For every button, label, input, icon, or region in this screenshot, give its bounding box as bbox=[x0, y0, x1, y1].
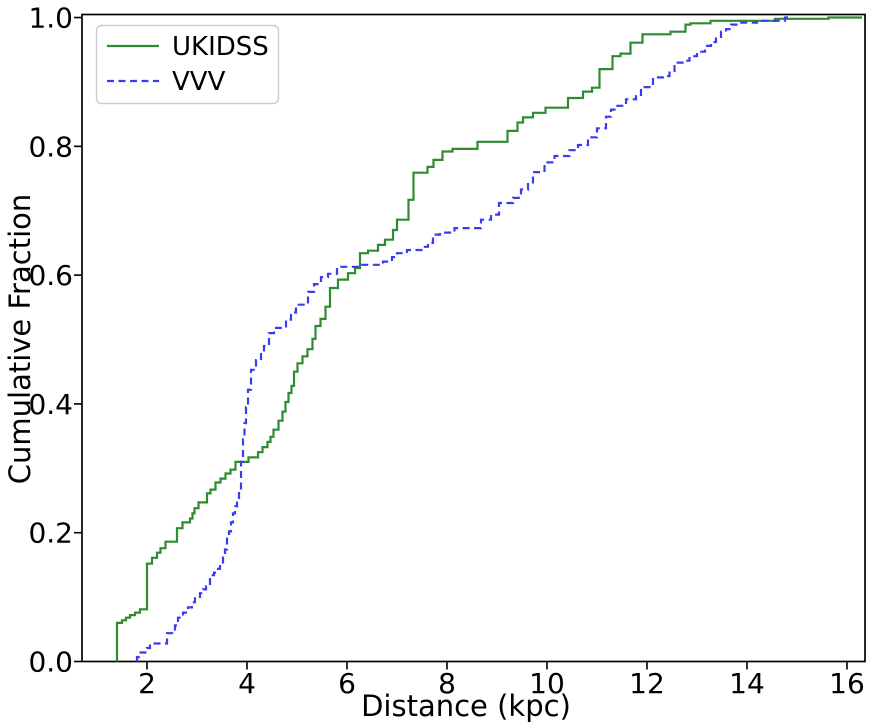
x-tick-label: 2 bbox=[138, 667, 156, 700]
y-axis-ticks: 0.0 0.2 0.4 0.6 0.8 1.0 bbox=[28, 2, 82, 679]
x-tick-label: 10 bbox=[529, 667, 565, 700]
legend-label-ukidss: UKIDSS bbox=[172, 32, 269, 62]
series-line-vvv bbox=[135, 16, 790, 662]
x-tick-label: 6 bbox=[338, 667, 356, 700]
y-tick-label: 0.6 bbox=[28, 259, 73, 292]
x-tick-label: 8 bbox=[438, 667, 456, 700]
x-axis-ticks: 2 4 6 8 10 12 14 16 bbox=[138, 661, 865, 700]
plot-area-border bbox=[81, 13, 866, 663]
y-tick-label: 0.4 bbox=[28, 388, 73, 421]
x-tick-label: 16 bbox=[829, 667, 865, 700]
x-tick-label: 14 bbox=[729, 667, 765, 700]
y-tick-label: 0.2 bbox=[28, 517, 73, 550]
series-line-ukidss bbox=[115, 16, 862, 662]
x-axis-label: Distance (kpc) bbox=[361, 689, 571, 723]
y-tick-label: 0.0 bbox=[28, 646, 73, 679]
x-tick-label: 4 bbox=[238, 667, 256, 700]
y-tick-label: 0.8 bbox=[28, 130, 73, 163]
legend: UKIDSS VVV bbox=[95, 24, 280, 105]
y-axis-label: Cumulative Fraction bbox=[3, 194, 37, 485]
legend-label-vvv: VVV bbox=[172, 67, 226, 97]
series-lines bbox=[115, 16, 862, 662]
x-tick-label: 12 bbox=[629, 667, 665, 700]
y-tick-label: 1.0 bbox=[28, 2, 73, 35]
